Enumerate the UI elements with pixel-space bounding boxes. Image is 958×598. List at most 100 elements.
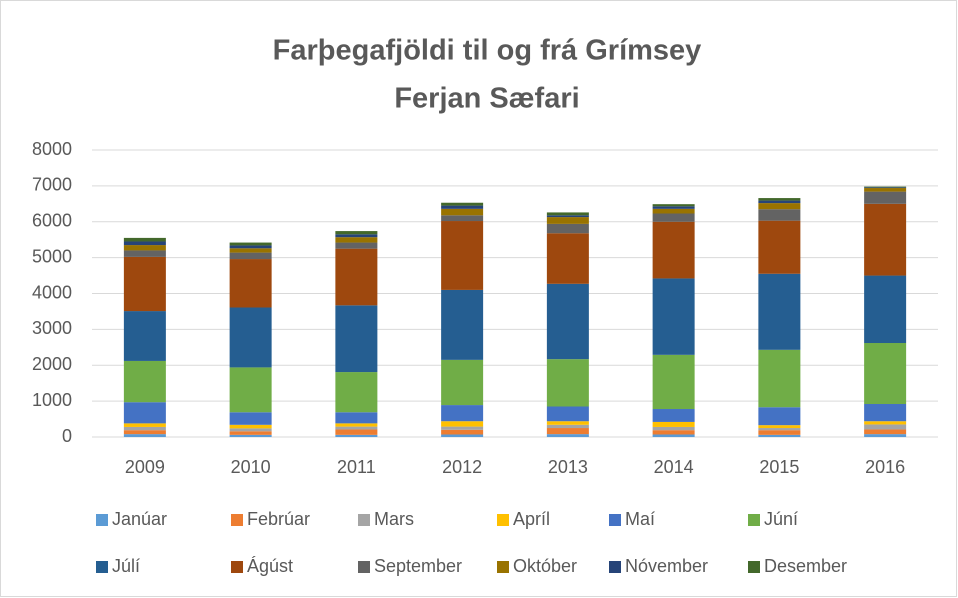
bar-segment — [546, 428, 589, 435]
bar-segment — [335, 248, 378, 306]
bar-segment — [546, 406, 589, 422]
bar-segment — [335, 234, 378, 238]
bar-segment — [335, 426, 378, 430]
bar-segment — [123, 241, 166, 246]
chart-title: Farþegafjöldi til og frá Grímsey — [273, 35, 702, 67]
bar-segment — [123, 426, 166, 431]
bar-segment — [652, 354, 695, 410]
bar-segment — [546, 434, 589, 437]
legend-swatch — [96, 561, 108, 573]
bar-segment — [652, 208, 695, 214]
bar-segment — [123, 245, 166, 251]
bar-segment — [335, 429, 378, 435]
legend-label: Janúar — [112, 509, 167, 529]
legend-swatch — [609, 514, 621, 526]
x-tick-label: 2013 — [548, 457, 588, 477]
x-tick-label: 2014 — [654, 457, 694, 477]
bar-segment — [229, 248, 272, 253]
bar-segment — [546, 283, 589, 360]
y-tick-label: 5000 — [32, 246, 72, 266]
legend-swatch — [748, 514, 760, 526]
bar-segment — [335, 242, 378, 249]
bar-segment — [229, 431, 272, 435]
bar-segment — [758, 349, 801, 408]
bar-segment — [441, 208, 484, 216]
y-tick-label: 8000 — [32, 139, 72, 159]
bar-segment — [652, 421, 695, 427]
legend-swatch — [358, 514, 370, 526]
bar-segment — [758, 273, 801, 350]
y-tick-label: 1000 — [32, 390, 72, 410]
bar-segment — [441, 215, 484, 222]
legend-label: Maí — [625, 509, 655, 529]
bar-segment — [123, 237, 166, 242]
legend-swatch — [231, 514, 243, 526]
legend-label: Nóvember — [625, 556, 708, 576]
legend-swatch — [497, 514, 509, 526]
bar-segment — [441, 429, 484, 435]
x-tick-label: 2016 — [865, 457, 905, 477]
bar-segment — [335, 237, 378, 243]
bar-segment — [864, 403, 907, 422]
y-tick-label: 4000 — [32, 282, 72, 302]
y-tick-label: 3000 — [32, 318, 72, 338]
bar-segment — [546, 217, 589, 224]
bar-segment — [864, 275, 907, 344]
bar-segment — [864, 187, 907, 189]
bar-segment — [229, 307, 272, 368]
bar-segment — [441, 426, 484, 430]
bar-segment — [758, 198, 801, 201]
y-tick-label: 0 — [62, 426, 72, 446]
bar-segment — [546, 424, 589, 429]
bar-segment — [652, 434, 695, 437]
legend-swatch — [96, 514, 108, 526]
legend-label: September — [374, 556, 462, 576]
bar-segment — [864, 424, 907, 430]
x-tick-label: 2010 — [231, 457, 271, 477]
bar-segment — [546, 223, 589, 234]
bar-segment — [123, 311, 166, 361]
bar-segment — [123, 402, 166, 424]
bar-segment — [441, 289, 484, 360]
bar-segment — [758, 200, 801, 204]
bar-segment — [652, 213, 695, 222]
bar-segment — [441, 359, 484, 406]
legend-label: Febrúar — [247, 509, 310, 529]
bar-segment — [441, 405, 484, 422]
bar-segment — [335, 434, 378, 437]
legend-label: Ágúst — [247, 556, 293, 576]
y-tick-label: 6000 — [32, 211, 72, 231]
bar-segment — [546, 421, 589, 425]
bar-segment — [546, 215, 589, 218]
bar-segment — [229, 424, 272, 429]
bar-segment — [123, 423, 166, 427]
bar-segment — [335, 423, 378, 427]
bar-segment — [123, 430, 166, 435]
bar-segment — [335, 305, 378, 373]
bar-segment — [123, 434, 166, 437]
legend-swatch — [609, 561, 621, 573]
bar-segment — [123, 250, 166, 257]
bar-segment — [864, 186, 907, 188]
bar-segment — [758, 220, 801, 274]
bar-segment — [229, 242, 272, 246]
bar-segment — [546, 233, 589, 284]
legend-label: Júní — [764, 509, 798, 529]
bar-segment — [758, 425, 801, 429]
bar-segment — [758, 407, 801, 426]
bar-segment — [652, 430, 695, 435]
x-tick-label: 2009 — [125, 457, 165, 477]
bar-segment — [652, 221, 695, 279]
bar-segment — [229, 245, 272, 249]
bar-segment — [652, 206, 695, 209]
y-tick-label: 7000 — [32, 175, 72, 195]
bar-segment — [864, 429, 907, 435]
bar-segment — [441, 421, 484, 427]
bar-segment — [864, 434, 907, 437]
legend-swatch — [231, 561, 243, 573]
legend-swatch — [358, 561, 370, 573]
bar-segment — [229, 434, 272, 437]
y-tick-label: 2000 — [32, 354, 72, 374]
bar-segment — [229, 367, 272, 413]
